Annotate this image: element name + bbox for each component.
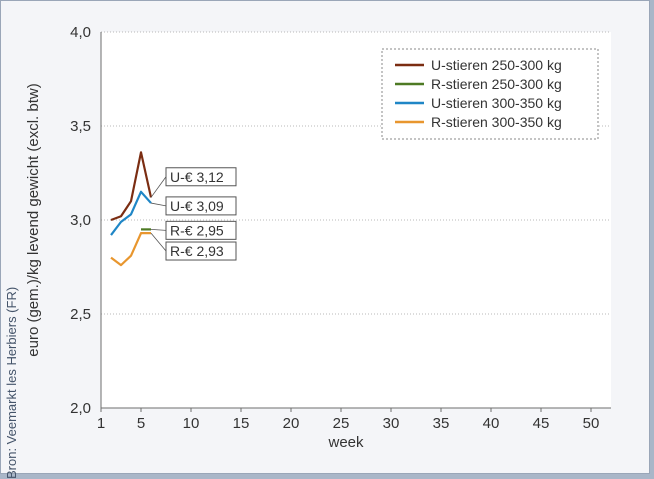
annotation-leader [150, 232, 167, 252]
series-line [110, 151, 153, 222]
legend-label: U-stieren 250-300 kg [431, 57, 562, 73]
annotation-box [165, 241, 237, 261]
grid [101, 31, 611, 315]
annotation-label: U-€ 3,12 [170, 169, 224, 185]
x-tick-label: 20 [283, 415, 300, 432]
x-tick-label: 1 [97, 415, 105, 432]
x-tick-label: 40 [483, 415, 500, 432]
y-axis-label: euro (gem.)/kg levend gewicht (excl. btw… [25, 83, 42, 356]
series-lines [110, 151, 153, 267]
x-tick-label: 45 [533, 415, 550, 432]
x-tick-label: 5 [137, 415, 145, 432]
x-tick-labels: 1 5 10 15 20 25 30 35 40 45 50 [97, 408, 600, 432]
series-line [110, 190, 152, 236]
y-tick-label: 2,0 [70, 400, 91, 417]
annotation-box [165, 220, 237, 240]
legend: U-stieren 250-300 kg R-stieren 250-300 kg… [381, 48, 599, 140]
y-tick-label: 3,5 [70, 118, 91, 135]
annotation-label: R-€ 2,95 [170, 222, 224, 238]
annotation-box [165, 196, 237, 216]
x-tick-label: 15 [233, 415, 250, 432]
x-tick-label: 35 [433, 415, 450, 432]
x-tick-label: 10 [183, 415, 200, 432]
legend-label: R-stieren 250-300 kg [431, 76, 562, 92]
series-line [110, 232, 151, 267]
x-tick-label: 50 [583, 415, 600, 432]
annotation-label: R-€ 2,93 [170, 243, 224, 259]
source-label: Bron: Veemarkt les Herbiers (FR) [4, 286, 19, 479]
legend-label: U-stieren 300-350 kg [431, 95, 562, 111]
annotation-leader [150, 176, 167, 198]
annotation-leader [150, 229, 167, 231]
annotation-label: U-€ 3,09 [170, 198, 224, 214]
y-tick-label: 4,0 [70, 24, 91, 41]
x-axis-label: week [327, 434, 364, 451]
legend-label: R-stieren 300-350 kg [431, 114, 562, 130]
y-tick-label: 3,0 [70, 212, 91, 229]
annotation-leader [150, 202, 167, 207]
annotations: U-€ 3,12 U-€ 3,09 R-€ 2,95 R-€ 2,93 [150, 167, 237, 261]
x-tick-label: 30 [383, 415, 400, 432]
x-tick-label: 25 [333, 415, 350, 432]
annotation-box [165, 167, 237, 187]
y-tick-labels: 2,0 2,5 3,0 3,5 4,0 [70, 24, 91, 417]
y-tick-label: 2,5 [70, 306, 91, 323]
